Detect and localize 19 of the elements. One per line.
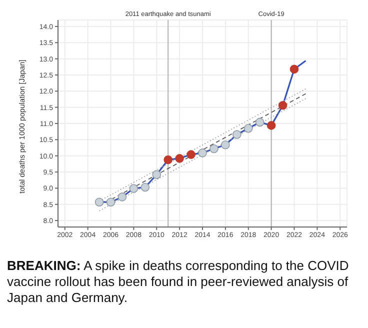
point xyxy=(266,121,276,130)
point xyxy=(244,124,253,133)
point xyxy=(210,144,218,154)
point xyxy=(140,182,150,192)
point xyxy=(186,150,196,159)
point xyxy=(278,100,288,110)
point xyxy=(152,170,162,180)
point xyxy=(129,184,138,193)
point xyxy=(94,198,104,206)
point xyxy=(118,192,127,202)
point xyxy=(175,154,184,163)
text: BREAKING: A spike in deaths corresponding to the COVID vaccine rollout has been found in peer-reviewed analysis of Japan and Germany. xyxy=(7,258,349,305)
point xyxy=(198,148,207,158)
point xyxy=(255,118,264,127)
point xyxy=(221,140,230,150)
point xyxy=(290,64,299,74)
point xyxy=(232,130,242,139)
point xyxy=(106,198,116,206)
point xyxy=(164,155,172,164)
